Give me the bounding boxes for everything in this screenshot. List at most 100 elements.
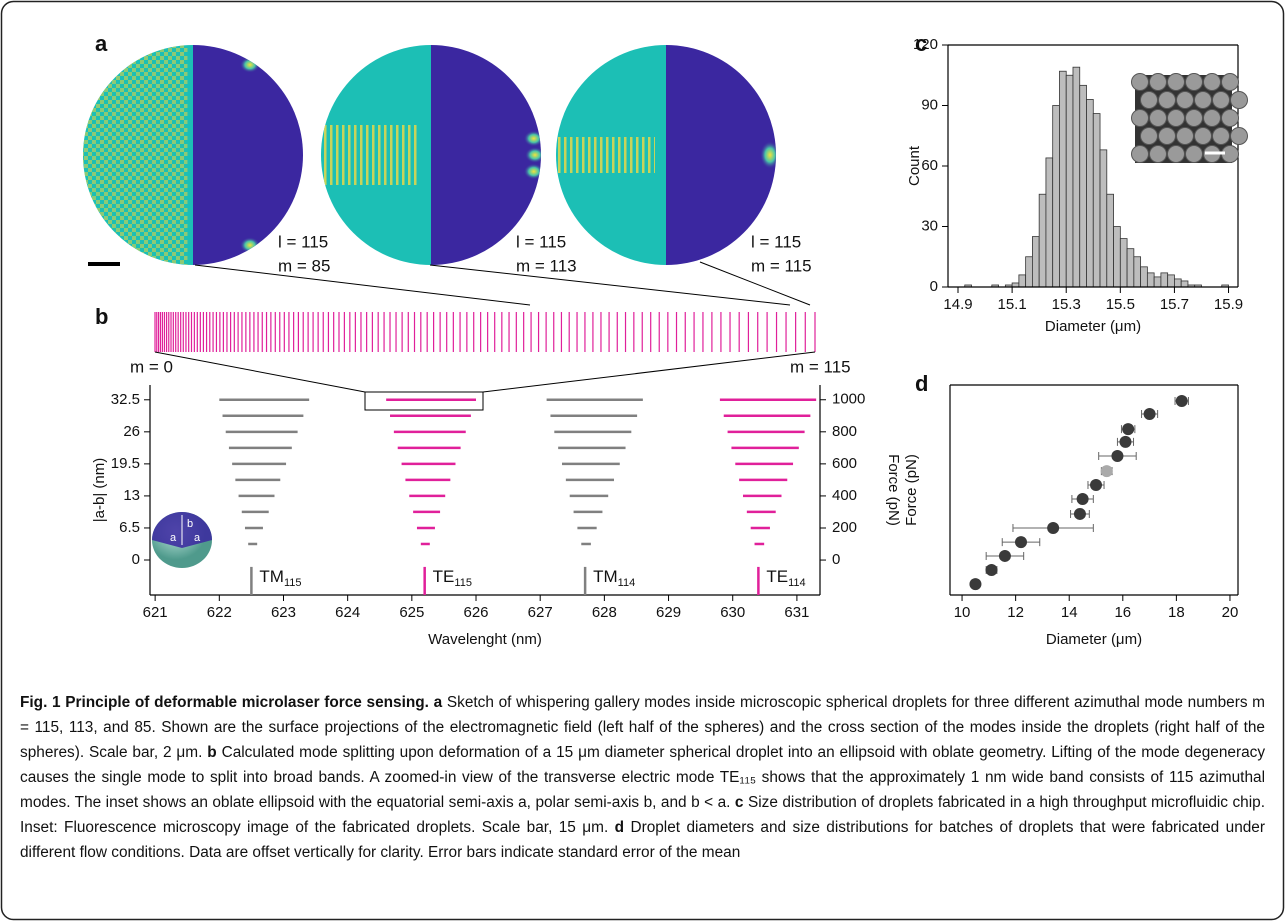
bar bbox=[1147, 273, 1154, 287]
x-tick-label: 14.9 bbox=[943, 296, 972, 313]
bar bbox=[1059, 71, 1066, 287]
y2-tick-label: 0 bbox=[832, 551, 840, 568]
x-tick-label: 625 bbox=[399, 604, 424, 621]
inset-droplet bbox=[1186, 146, 1203, 163]
connector bbox=[430, 265, 790, 305]
panel-label: a bbox=[95, 31, 108, 56]
point bbox=[1015, 536, 1027, 548]
mode-name: TE bbox=[433, 567, 455, 586]
point bbox=[1047, 522, 1059, 534]
inset-label: a bbox=[194, 532, 201, 544]
bar bbox=[1107, 194, 1114, 287]
bar bbox=[1120, 239, 1127, 287]
mode-spot bbox=[525, 147, 545, 163]
bar bbox=[1093, 114, 1100, 287]
surface-pattern bbox=[83, 45, 188, 265]
panel-label: b bbox=[95, 304, 108, 329]
y-tick-label: 19.5 bbox=[111, 455, 140, 472]
x-tick-label: 629 bbox=[656, 604, 681, 621]
y-tick-label: 90 bbox=[921, 96, 938, 113]
x-tick-label: 628 bbox=[592, 604, 617, 621]
sphere-body bbox=[321, 45, 545, 265]
bar bbox=[1046, 158, 1053, 287]
mode-label: TM115 bbox=[259, 567, 301, 588]
mode-spot bbox=[760, 141, 780, 169]
bar bbox=[1154, 277, 1161, 287]
point bbox=[1074, 508, 1086, 520]
caption-label: a bbox=[434, 694, 443, 711]
bar bbox=[1019, 275, 1026, 287]
mode-spot bbox=[240, 237, 260, 253]
y-tick-label: 13 bbox=[123, 487, 140, 504]
inset-droplet bbox=[1195, 128, 1212, 145]
comb-label: m = 0 bbox=[130, 357, 173, 376]
y-axis-label: Force (pN) bbox=[903, 454, 920, 526]
bar bbox=[1080, 85, 1087, 287]
inset-droplet bbox=[1168, 146, 1185, 163]
x-tick-label: 14 bbox=[1061, 604, 1078, 621]
inset-droplet bbox=[1132, 110, 1149, 127]
mode-subscript: 114 bbox=[618, 577, 636, 589]
inset-droplet bbox=[1168, 110, 1185, 127]
x-tick-label: 18 bbox=[1168, 604, 1185, 621]
mode-name: TM bbox=[259, 567, 284, 586]
point bbox=[999, 550, 1011, 562]
sphere bbox=[83, 45, 303, 265]
bar bbox=[1073, 67, 1080, 287]
sphere-label: l = 115 bbox=[751, 232, 801, 251]
inset-droplet bbox=[1141, 92, 1158, 109]
y-tick-label: 30 bbox=[921, 217, 938, 234]
mode-label: TM114 bbox=[593, 567, 635, 588]
inset-droplet bbox=[1231, 92, 1248, 109]
y2-tick-label: 800 bbox=[832, 423, 857, 440]
page: { "panel_labels": ["a", "b", "c", "d"], … bbox=[0, 0, 1285, 921]
x-axis-label: Wavelenght (nm) bbox=[428, 631, 542, 648]
inset-droplet bbox=[1222, 110, 1239, 127]
point bbox=[1119, 436, 1131, 448]
inset-droplet bbox=[1177, 128, 1194, 145]
y2-tick-label: 600 bbox=[832, 455, 857, 472]
y-tick-label: 0 bbox=[930, 278, 938, 295]
sphere-body bbox=[556, 45, 780, 265]
inset-droplet bbox=[1186, 110, 1203, 127]
y-tick-label: 120 bbox=[913, 36, 938, 53]
caption-title: Fig. 1 Principle of deformable microlase… bbox=[20, 694, 429, 711]
inset-droplet bbox=[1132, 74, 1149, 91]
point bbox=[1111, 450, 1123, 462]
mode-spot bbox=[524, 164, 544, 180]
bar bbox=[1087, 99, 1094, 287]
inset-label: b bbox=[187, 518, 193, 530]
bar bbox=[1066, 75, 1073, 287]
point bbox=[1077, 493, 1089, 505]
x-tick-label: 15.3 bbox=[1052, 296, 1081, 313]
point bbox=[969, 578, 981, 590]
x-tick-label: 621 bbox=[143, 604, 168, 621]
inset-droplet bbox=[1159, 92, 1176, 109]
point bbox=[986, 564, 998, 576]
sphere-label: m = 115 bbox=[751, 256, 812, 275]
x-tick-label: 20 bbox=[1222, 604, 1239, 621]
comb-label: m = 115 bbox=[790, 357, 851, 376]
point bbox=[1144, 408, 1156, 420]
bar bbox=[1174, 279, 1181, 287]
inset-droplet bbox=[1204, 74, 1221, 91]
point bbox=[1101, 465, 1113, 477]
y2-tick-label: 200 bbox=[832, 519, 857, 536]
panel-label: d bbox=[915, 371, 928, 396]
inset-droplet bbox=[1204, 110, 1221, 127]
inset-droplet bbox=[1195, 92, 1212, 109]
y2-tick-label: 400 bbox=[832, 487, 857, 504]
bar bbox=[1134, 257, 1141, 287]
bar bbox=[1161, 273, 1168, 287]
surface-pattern bbox=[556, 137, 655, 173]
caption-label: c bbox=[735, 794, 744, 811]
inset-droplet bbox=[1177, 92, 1194, 109]
y-axis-label: |a-b| (nm) bbox=[91, 458, 108, 522]
mode-subscript: 115 bbox=[454, 577, 472, 589]
y2-axis-label: Force (pN) bbox=[885, 454, 902, 526]
mode-subscript: 115 bbox=[284, 577, 302, 589]
mode-name: TE bbox=[766, 567, 788, 586]
y-tick-label: 6.5 bbox=[119, 519, 140, 536]
inset-droplet bbox=[1213, 92, 1230, 109]
caption-label: b bbox=[207, 744, 216, 761]
